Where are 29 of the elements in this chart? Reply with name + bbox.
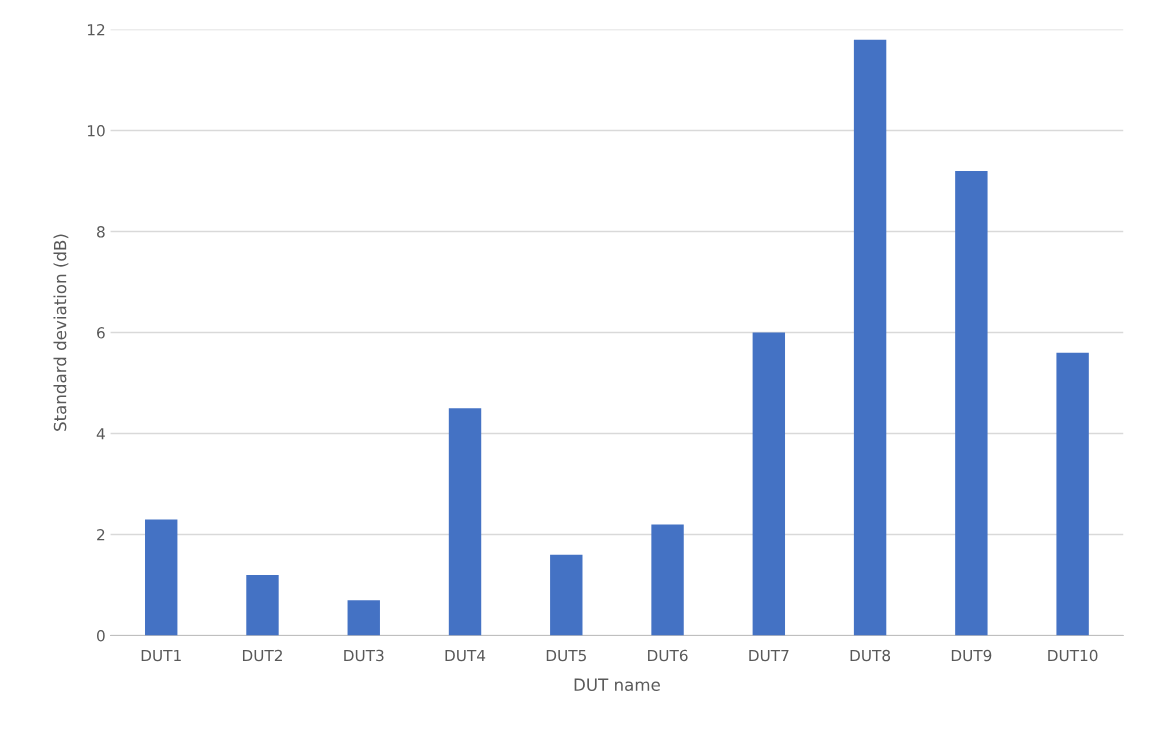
x-tick-label: DUT1 xyxy=(141,649,181,662)
bar xyxy=(955,170,988,636)
bar xyxy=(550,554,583,636)
y-tick-label: 4 xyxy=(96,428,105,440)
bar xyxy=(448,408,482,636)
y-tick-label: 0 xyxy=(97,630,105,642)
bar xyxy=(752,332,786,636)
x-tick-label: DUT3 xyxy=(344,649,384,662)
x-tick-label: DUT6 xyxy=(648,649,688,662)
y-tick-label: 12 xyxy=(87,24,105,36)
x-tick-label: DUT7 xyxy=(749,649,789,662)
bar xyxy=(347,600,380,636)
bar xyxy=(246,574,279,636)
x-tick-label: DUT9 xyxy=(951,649,992,662)
y-tick-label: 10 xyxy=(87,125,105,137)
x-tick-label: DUT8 xyxy=(850,649,891,662)
x-tick-label: DUT4 xyxy=(445,649,486,662)
bar xyxy=(853,39,887,636)
x-tick-label: DUT2 xyxy=(242,649,282,662)
bar xyxy=(145,519,178,636)
y-tick-label: 2 xyxy=(97,529,105,541)
x-tick-label: DUT5 xyxy=(546,649,586,662)
bar xyxy=(651,524,684,636)
x-axis-title: DUT name xyxy=(574,678,660,691)
y-tick-label: 6 xyxy=(97,327,105,339)
y-tick-label: 8 xyxy=(97,226,105,238)
y-axis-title: Standard deviation (dB) xyxy=(53,234,69,431)
x-tick-label: DUT10 xyxy=(1048,649,1098,662)
bar xyxy=(1056,352,1089,636)
